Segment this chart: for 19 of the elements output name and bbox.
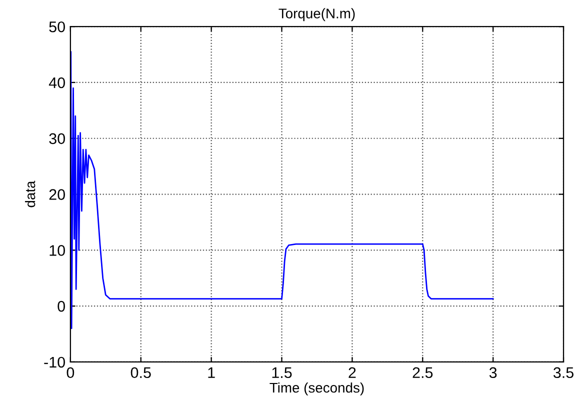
y-axis-title: data <box>25 180 36 208</box>
x-tick-label: 0.5 <box>130 367 151 378</box>
x-tick-label: 0 <box>66 367 74 378</box>
y-tick-label: -10 <box>44 356 65 368</box>
x-tick-label: 1.5 <box>272 367 292 378</box>
y-tick-label: 50 <box>49 21 65 32</box>
x-tick-label: 3 <box>489 367 497 378</box>
x-tick-label: 3.5 <box>553 367 574 378</box>
y-tick-label: 10 <box>50 245 65 256</box>
y-tick-label: 30 <box>49 133 65 144</box>
line-series <box>70 51 494 330</box>
chart-title: Torque(N.m) <box>278 8 355 22</box>
x-tick-label: 2.5 <box>412 367 433 378</box>
x-tick-label: 1 <box>208 367 215 378</box>
y-tick-label: 40 <box>48 77 65 88</box>
x-tick-label: 2 <box>348 367 356 378</box>
y-tick-label: 20 <box>49 189 65 200</box>
y-tick-label: 0 <box>58 300 65 312</box>
x-axis-title: Time (seconds) <box>270 382 364 396</box>
